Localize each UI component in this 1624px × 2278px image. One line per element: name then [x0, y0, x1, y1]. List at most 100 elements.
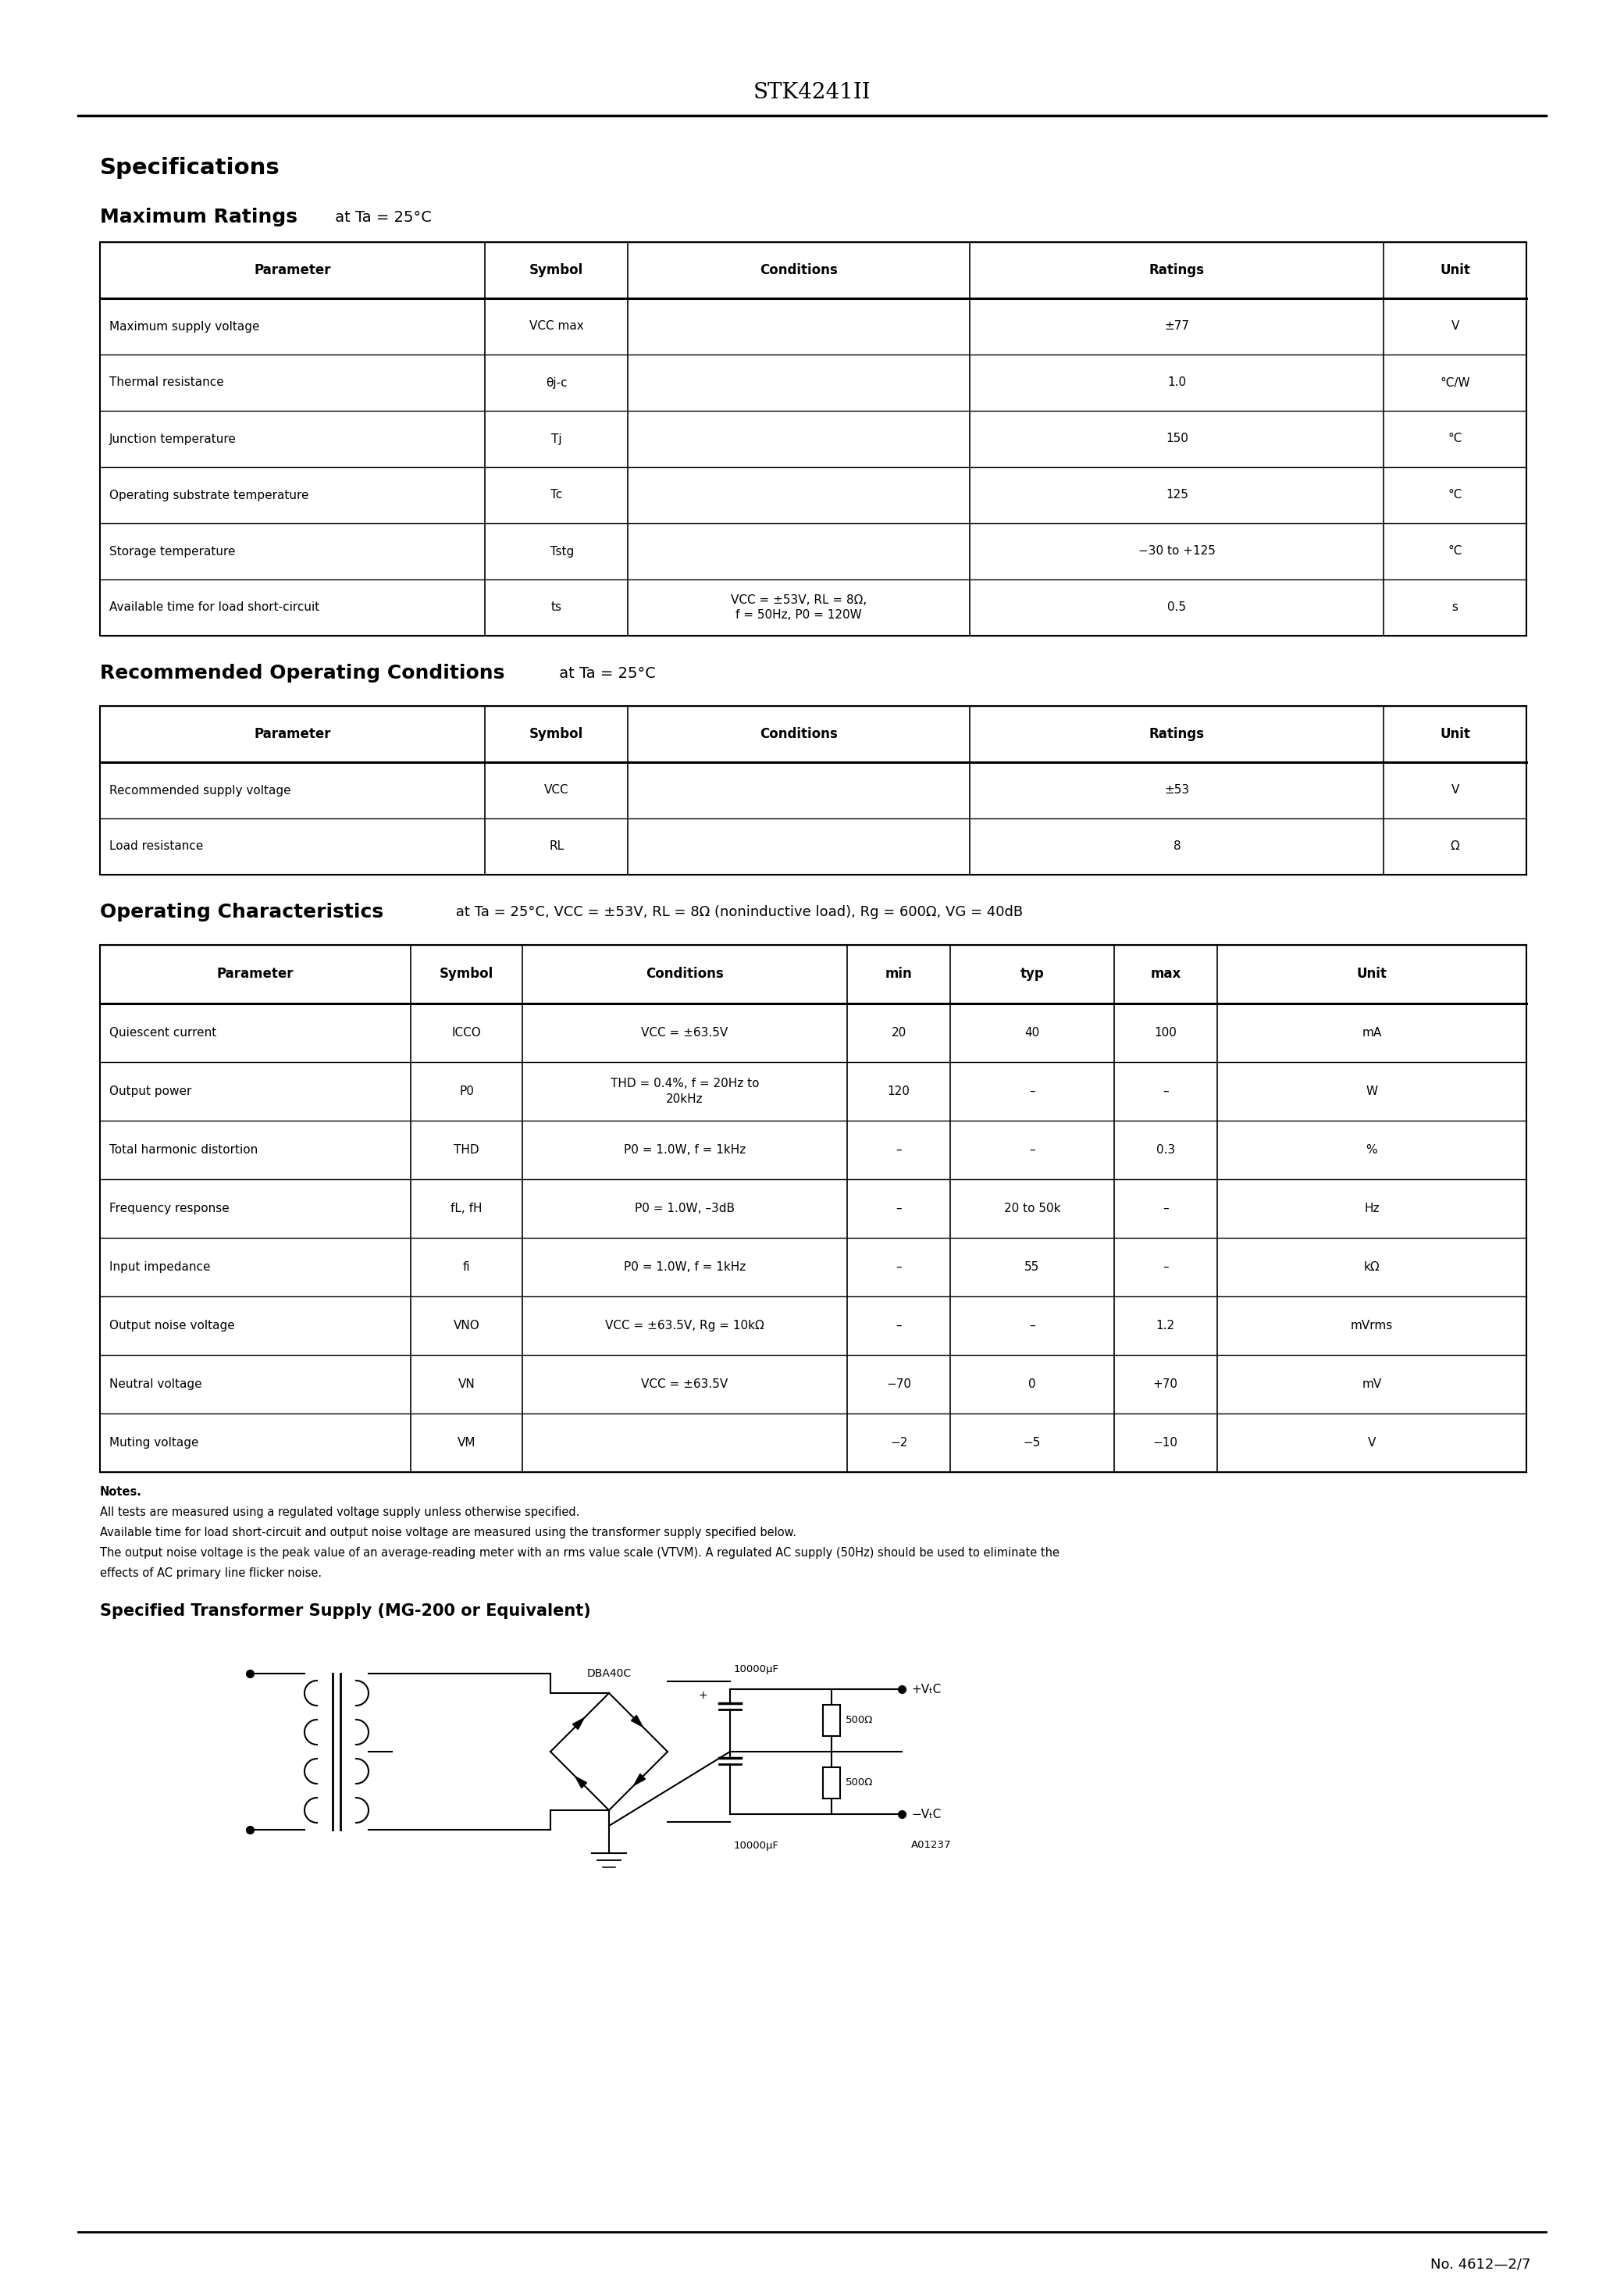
- Text: No. 4612—2/7: No. 4612—2/7: [1431, 2257, 1530, 2271]
- Text: Tstg: Tstg: [539, 544, 573, 558]
- Text: −5: −5: [1023, 1437, 1041, 1449]
- Text: ±53: ±53: [1164, 784, 1189, 797]
- Text: kΩ: kΩ: [1364, 1262, 1380, 1273]
- Text: Recommended supply voltage: Recommended supply voltage: [109, 784, 291, 797]
- Text: –: –: [896, 1144, 901, 1155]
- Text: typ: typ: [1020, 968, 1044, 982]
- Text: Output noise voltage: Output noise voltage: [109, 1319, 235, 1333]
- Text: Parameter: Parameter: [218, 968, 294, 982]
- Text: Available time for load short-circuit: Available time for load short-circuit: [109, 601, 320, 613]
- Text: P0 = 1.0W, f = 1kHz: P0 = 1.0W, f = 1kHz: [624, 1262, 745, 1273]
- Text: THD = 0.4%, f = 20Hz to
20kHz: THD = 0.4%, f = 20Hz to 20kHz: [611, 1077, 758, 1105]
- Text: 0: 0: [1028, 1378, 1036, 1390]
- Text: s: s: [1452, 601, 1458, 613]
- Text: Load resistance: Load resistance: [109, 841, 203, 852]
- Text: 55: 55: [1025, 1262, 1039, 1273]
- Text: VN: VN: [458, 1378, 476, 1390]
- Text: Output power: Output power: [109, 1087, 192, 1098]
- Text: W: W: [1366, 1087, 1377, 1098]
- Text: °C: °C: [1449, 490, 1462, 501]
- Text: Operating Characteristics: Operating Characteristics: [101, 902, 383, 923]
- Text: Specifications: Specifications: [101, 157, 279, 180]
- Polygon shape: [632, 1715, 643, 1727]
- Text: at Ta = 25°C: at Ta = 25°C: [330, 210, 432, 226]
- Text: All tests are measured using a regulated voltage supply unless otherwise specifi: All tests are measured using a regulated…: [101, 1506, 580, 1517]
- Text: Conditions: Conditions: [646, 968, 724, 982]
- Text: –: –: [896, 1203, 901, 1214]
- Text: VCC: VCC: [544, 784, 568, 797]
- Text: –: –: [1163, 1203, 1169, 1214]
- Text: 150: 150: [1166, 433, 1189, 444]
- Text: Storage temperature: Storage temperature: [109, 544, 235, 558]
- Text: Ratings: Ratings: [1150, 264, 1205, 278]
- Text: Conditions: Conditions: [760, 727, 838, 740]
- Text: °C/W: °C/W: [1440, 376, 1470, 390]
- Text: mA: mA: [1363, 1027, 1382, 1039]
- Text: –: –: [1030, 1087, 1034, 1098]
- Text: Total harmonic distortion: Total harmonic distortion: [109, 1144, 258, 1155]
- Text: Muting voltage: Muting voltage: [109, 1437, 198, 1449]
- Text: Unit: Unit: [1440, 264, 1470, 278]
- Text: –: –: [1163, 1262, 1169, 1273]
- Text: Conditions: Conditions: [760, 264, 838, 278]
- Text: Quiescent current: Quiescent current: [109, 1027, 216, 1039]
- Text: STK4241II: STK4241II: [754, 82, 870, 103]
- Text: 8: 8: [1173, 841, 1181, 852]
- Text: The output noise voltage is the peak value of an average-reading meter with an r: The output noise voltage is the peak val…: [101, 1547, 1059, 1558]
- Bar: [101, 945, 1527, 1472]
- Bar: [823, 1704, 840, 1736]
- Text: VCC = ±63.5V: VCC = ±63.5V: [641, 1027, 728, 1039]
- Text: –: –: [896, 1262, 901, 1273]
- Text: −10: −10: [1153, 1437, 1177, 1449]
- Text: ts: ts: [551, 601, 562, 613]
- Text: Notes.: Notes.: [101, 1485, 141, 1499]
- Text: –: –: [1030, 1144, 1034, 1155]
- Text: VNO: VNO: [453, 1319, 479, 1333]
- Text: Parameter: Parameter: [253, 727, 331, 740]
- Text: ICCO: ICCO: [451, 1027, 481, 1039]
- Text: Operating substrate temperature: Operating substrate temperature: [109, 490, 309, 501]
- Text: 100: 100: [1155, 1027, 1177, 1039]
- Text: fL, fH: fL, fH: [451, 1203, 482, 1214]
- Text: Specified Transformer Supply (MG-200 or Equivalent): Specified Transformer Supply (MG-200 or …: [101, 1604, 591, 1620]
- Text: Maximum Ratings: Maximum Ratings: [101, 207, 297, 226]
- Text: 1.0: 1.0: [1168, 376, 1187, 390]
- Text: Symbol: Symbol: [440, 968, 494, 982]
- Text: VCC = ±53V, RL = 8Ω,
f = 50Hz, P0 = 120W: VCC = ±53V, RL = 8Ω, f = 50Hz, P0 = 120W: [731, 595, 867, 622]
- Text: Ratings: Ratings: [1150, 727, 1205, 740]
- Text: 10000μF: 10000μF: [734, 1841, 780, 1850]
- Text: 20 to 50k: 20 to 50k: [1004, 1203, 1060, 1214]
- Text: %: %: [1366, 1144, 1377, 1155]
- Text: P0: P0: [460, 1087, 474, 1098]
- Text: min: min: [885, 968, 913, 982]
- Text: °C: °C: [1449, 433, 1462, 444]
- Text: Recommended Operating Conditions: Recommended Operating Conditions: [101, 663, 505, 683]
- Text: Parameter: Parameter: [253, 264, 331, 278]
- Text: RL: RL: [549, 841, 564, 852]
- Text: Maximum supply voltage: Maximum supply voltage: [109, 321, 260, 333]
- Text: 125: 125: [1166, 490, 1189, 501]
- Text: P0 = 1.0W, –3dB: P0 = 1.0W, –3dB: [635, 1203, 734, 1214]
- Text: DBA40C: DBA40C: [586, 1667, 632, 1679]
- Text: θj-c: θj-c: [546, 376, 567, 390]
- Text: −2: −2: [890, 1437, 908, 1449]
- Text: –: –: [1030, 1319, 1034, 1333]
- Text: Symbol: Symbol: [529, 727, 583, 740]
- Text: °C: °C: [1449, 544, 1462, 558]
- Text: Frequency response: Frequency response: [109, 1203, 229, 1214]
- Text: effects of AC primary line flicker noise.: effects of AC primary line flicker noise…: [101, 1567, 322, 1579]
- Polygon shape: [573, 1718, 585, 1729]
- Text: Input impedance: Input impedance: [109, 1262, 211, 1273]
- Text: at Ta = 25°C: at Ta = 25°C: [554, 665, 656, 681]
- Text: Ω: Ω: [1450, 841, 1460, 852]
- Polygon shape: [575, 1777, 586, 1788]
- Text: 1.2: 1.2: [1156, 1319, 1174, 1333]
- Text: Unit: Unit: [1356, 968, 1387, 982]
- Text: THD: THD: [453, 1144, 479, 1155]
- Text: VCC = ±63.5V, Rg = 10kΩ: VCC = ±63.5V, Rg = 10kΩ: [606, 1319, 765, 1333]
- Text: Available time for load short-circuit and output noise voltage are measured usin: Available time for load short-circuit an…: [101, 1526, 796, 1538]
- Text: Neutral voltage: Neutral voltage: [109, 1378, 201, 1390]
- Bar: [101, 241, 1527, 636]
- Bar: [823, 1768, 840, 1800]
- Text: 20: 20: [892, 1027, 906, 1039]
